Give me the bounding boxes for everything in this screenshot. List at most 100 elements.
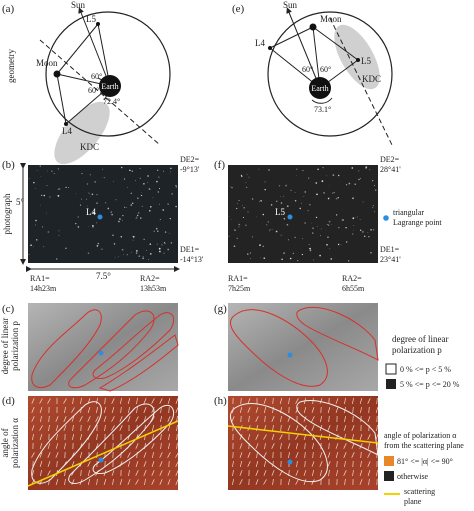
dash: [255, 434, 259, 440]
lagrange-point: [98, 350, 104, 356]
star: [120, 166, 123, 169]
panel-b: (b) photograph 5° L4 DE2= -9°13' DE1= -1…: [2, 155, 204, 293]
star: [28, 253, 30, 255]
star: [34, 187, 36, 189]
dash: [175, 407, 179, 413]
star: [352, 197, 354, 200]
dash: [239, 479, 243, 485]
dash: [47, 452, 51, 458]
dash: [168, 406, 170, 414]
dash: [143, 470, 147, 476]
dash: [119, 425, 123, 431]
angle-label: 60°: [320, 65, 331, 74]
star: [126, 254, 128, 256]
star: [51, 170, 53, 172]
point-label: L5: [275, 207, 285, 217]
dash: [143, 452, 147, 458]
line: [269, 26, 314, 49]
star: [337, 243, 340, 246]
dash: [240, 397, 242, 405]
dash: [64, 478, 66, 486]
dash: [39, 425, 43, 431]
star: [238, 226, 240, 228]
star: [345, 241, 348, 243]
star: [130, 204, 132, 206]
star: [326, 243, 328, 246]
dash: [360, 451, 362, 459]
dash: [287, 443, 291, 449]
dash: [280, 442, 282, 450]
star: [119, 218, 121, 220]
dash: [31, 407, 35, 413]
star: [326, 224, 328, 225]
angle-label: 73.1°: [314, 105, 331, 114]
star: [229, 186, 231, 188]
star: [132, 236, 135, 238]
dash: [95, 416, 99, 422]
de1-label: -14°13': [180, 255, 204, 264]
dash: [71, 416, 75, 422]
star: [280, 202, 283, 204]
dash: [80, 398, 82, 404]
dash: [64, 407, 66, 413]
dash: [359, 433, 363, 441]
star: [328, 224, 330, 226]
earth-label: Earth: [101, 82, 118, 91]
star: [57, 168, 59, 170]
star: [267, 221, 269, 223]
star: [163, 252, 165, 254]
star: [143, 183, 145, 185]
star: [113, 243, 116, 245]
star: [132, 239, 134, 241]
star: [139, 168, 141, 169]
star: [230, 219, 232, 221]
star: [96, 194, 98, 196]
dash: [111, 406, 115, 414]
moon-label: Moon: [36, 58, 58, 68]
legend-swatch: [383, 215, 389, 221]
star: [89, 174, 91, 176]
legend-label: triangular: [393, 208, 424, 217]
star: [149, 205, 152, 208]
row-label: geometry: [6, 49, 16, 83]
dash: [263, 407, 267, 413]
dash: [167, 479, 171, 485]
star: [80, 198, 82, 200]
dash: [343, 425, 347, 431]
dash: [55, 452, 59, 458]
star: [86, 183, 89, 185]
panel-label: (a): [2, 3, 15, 15]
star: [373, 229, 375, 231]
star: [296, 168, 298, 170]
star: [260, 199, 262, 202]
star: [96, 202, 98, 204]
star: [149, 210, 151, 212]
dash: [343, 470, 347, 476]
dash: [367, 461, 371, 467]
dash: [263, 434, 267, 440]
dash: [31, 470, 35, 476]
star: [105, 202, 107, 204]
dash: [351, 443, 355, 449]
panel-label: (b): [2, 159, 15, 171]
l4-label: L4: [62, 126, 72, 136]
star: [369, 169, 371, 171]
star: [348, 182, 351, 185]
legend-swatch: [384, 456, 394, 466]
dash: [272, 478, 274, 486]
dash: [263, 479, 267, 485]
star: [316, 226, 318, 227]
dash: [144, 478, 146, 486]
star: [352, 217, 355, 220]
dash: [264, 442, 266, 450]
star: [75, 193, 77, 195]
star: [112, 234, 114, 236]
star: [103, 177, 105, 179]
de1-label: 23°41': [380, 255, 401, 264]
moon-label: Moon: [320, 14, 342, 24]
row-label: polarization p: [10, 321, 20, 371]
dash: [151, 460, 155, 468]
dash: [232, 469, 234, 477]
panel-label: (h): [214, 395, 227, 407]
star: [259, 201, 260, 203]
